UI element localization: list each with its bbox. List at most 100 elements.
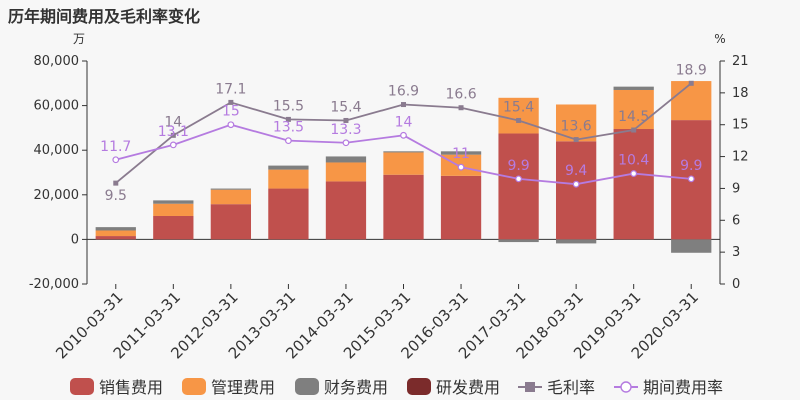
data-label: 15.4 <box>503 99 534 115</box>
line-point <box>688 80 694 86</box>
data-label: 14 <box>164 114 182 130</box>
line-point <box>170 132 176 138</box>
legend-label: 毛利率 <box>547 378 595 397</box>
bar-segment <box>498 239 539 243</box>
line-point <box>169 141 177 149</box>
bar-segment <box>95 230 136 237</box>
bar-segment <box>555 239 597 244</box>
bar-segment <box>383 174 424 240</box>
data-label: 11.7 <box>100 139 131 155</box>
data-label: 9.5 <box>105 188 127 204</box>
line-point <box>228 99 234 105</box>
bar-segment <box>498 97 539 134</box>
bar-segment <box>613 86 654 90</box>
data-label: 11 <box>452 146 470 162</box>
bar-segment <box>153 203 194 216</box>
line-point <box>687 175 695 183</box>
bar-segment <box>153 200 194 204</box>
bar-segment <box>440 151 482 155</box>
left-tick-label: 40,000 <box>34 143 80 158</box>
line-point <box>573 137 579 143</box>
left-tick-label: 60,000 <box>34 99 80 114</box>
line-point <box>630 170 638 177</box>
left-tick-label: 20,000 <box>34 188 80 203</box>
data-label: 9.4 <box>565 163 587 179</box>
line-point <box>113 180 119 186</box>
legend-swatch <box>295 378 319 395</box>
bar-segment <box>95 236 136 240</box>
bar-segment <box>325 181 367 240</box>
bar-segment <box>555 141 597 240</box>
right-tick-label: 0 <box>732 277 740 292</box>
line-point <box>516 117 522 123</box>
line-point <box>515 175 522 183</box>
data-label: 16.6 <box>445 87 476 103</box>
right-axis-unit: % <box>714 32 725 46</box>
line-point <box>112 156 120 164</box>
line-point <box>285 137 292 145</box>
legend-label: 管理费用 <box>211 378 275 397</box>
right-tick-label: 3 <box>732 245 740 260</box>
legend-label: 销售费用 <box>99 378 163 397</box>
left-tick-label: 80,000 <box>34 54 80 69</box>
bar-segment <box>671 239 712 253</box>
legend-swatch <box>70 378 94 395</box>
line-point <box>227 121 235 129</box>
data-label: 9.9 <box>680 158 702 174</box>
left-axis-unit: 万 <box>73 32 85 46</box>
line-point <box>285 116 291 122</box>
bar-segment <box>671 81 712 121</box>
data-label: 13.1 <box>158 124 189 140</box>
bar-segment <box>325 162 367 182</box>
right-tick-label: 15 <box>732 118 749 133</box>
bar-segment <box>95 227 136 231</box>
right-tick-label: 12 <box>732 150 749 165</box>
chart-title: 历年期间费用及毛利率变化 <box>8 7 201 26</box>
bar-segment <box>498 133 539 240</box>
right-tick-label: 9 <box>732 181 740 196</box>
bar-segment <box>268 169 309 189</box>
line-point <box>342 139 350 147</box>
bar-segment <box>210 189 252 205</box>
data-label: 13.6 <box>561 119 592 135</box>
legend-swatch <box>182 378 206 395</box>
line-point <box>401 102 406 108</box>
bar-segment <box>440 175 482 240</box>
data-label: 15.4 <box>330 99 361 115</box>
legend-marker <box>525 382 535 392</box>
legend-marker <box>620 381 632 393</box>
data-label: 17.1 <box>215 81 246 97</box>
data-label: 18.9 <box>676 62 707 78</box>
line-point <box>458 105 464 111</box>
right-tick-label: 6 <box>732 213 740 228</box>
bar-segment <box>383 151 424 153</box>
bar-segment <box>613 129 654 240</box>
bar-segment <box>325 156 367 163</box>
bar-segment <box>613 89 654 130</box>
left-tick-label: 0 <box>71 232 79 247</box>
legend-label: 财务费用 <box>324 378 388 397</box>
left-tick-label: -20,000 <box>29 277 79 292</box>
data-label: 13.5 <box>273 120 304 136</box>
line-point <box>343 117 349 123</box>
data-label: 15 <box>222 104 240 120</box>
bar-segment <box>268 165 309 170</box>
data-label: 14 <box>395 114 413 130</box>
line-point <box>631 127 637 133</box>
bar-segment <box>153 215 194 240</box>
data-label: 10.4 <box>618 153 649 169</box>
legend-label: 期间费用率 <box>643 378 723 397</box>
right-tick-label: 21 <box>732 54 749 69</box>
data-label: 16.9 <box>388 84 419 100</box>
data-label: 13.3 <box>330 122 361 138</box>
data-label: 14.5 <box>618 109 649 125</box>
data-label: 15.5 <box>273 98 304 114</box>
bar-segment <box>210 188 252 190</box>
right-tick-label: 18 <box>732 86 749 101</box>
line-point <box>572 180 580 188</box>
legend-swatch <box>407 378 431 395</box>
legend-label: 研发费用 <box>436 378 500 397</box>
data-label: 9.9 <box>507 158 529 174</box>
line-point <box>400 131 407 139</box>
